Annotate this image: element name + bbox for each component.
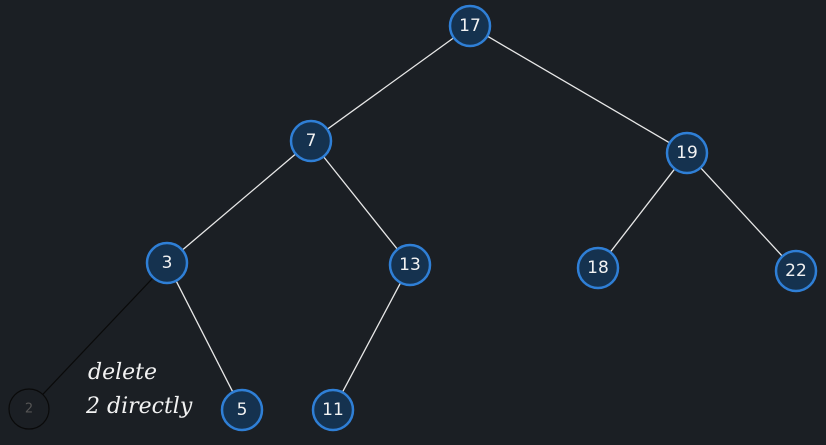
node-circle (576, 246, 620, 290)
tree-node-11: 11 (311, 388, 355, 432)
node-circle (311, 388, 355, 432)
node-circle (665, 131, 709, 175)
edge-n17-n7 (326, 37, 455, 130)
node-label: 13 (399, 255, 421, 275)
edge-n3-n5 (175, 280, 234, 393)
tree-node-7: 7 (289, 119, 333, 163)
node-circle (289, 119, 333, 163)
tree-node-19: 19 (665, 131, 709, 175)
edges-layer (42, 35, 783, 395)
node-circle (8, 388, 50, 430)
annotation-line-2: 2 directly (86, 394, 193, 419)
node-label: 11 (322, 400, 344, 420)
node-label: 7 (306, 131, 317, 151)
node-label: 3 (162, 253, 173, 273)
edge-n7-n13 (322, 156, 399, 250)
edge-n7-n3 (181, 153, 297, 251)
node-circle (448, 4, 492, 48)
tree-node-18: 18 (576, 246, 620, 290)
node-circle (220, 388, 264, 432)
edge-n19-n18 (609, 168, 676, 253)
edge-n13-n11 (341, 282, 402, 393)
tree-node-3: 3 (145, 241, 189, 285)
node-label: 2 (25, 402, 33, 417)
node-circle (388, 243, 432, 287)
tree-node-22: 22 (774, 249, 818, 293)
node-label: 17 (459, 16, 481, 36)
node-circle (145, 241, 189, 285)
node-label: 5 (237, 400, 248, 420)
tree-node-5: 5 (220, 388, 264, 432)
node-label: 19 (676, 143, 698, 163)
annotation-line-1: delete (88, 360, 158, 385)
node-circle (774, 249, 818, 293)
tree-node-2: 2 (8, 388, 50, 430)
node-label: 22 (785, 261, 807, 281)
edge-n19-n22 (700, 167, 783, 257)
edge-n3-n2 (42, 277, 154, 395)
node-label: 18 (587, 258, 609, 278)
tree-node-13: 13 (388, 243, 432, 287)
edge-n17-n19 (486, 35, 671, 144)
tree-node-17: 17 (448, 4, 492, 48)
